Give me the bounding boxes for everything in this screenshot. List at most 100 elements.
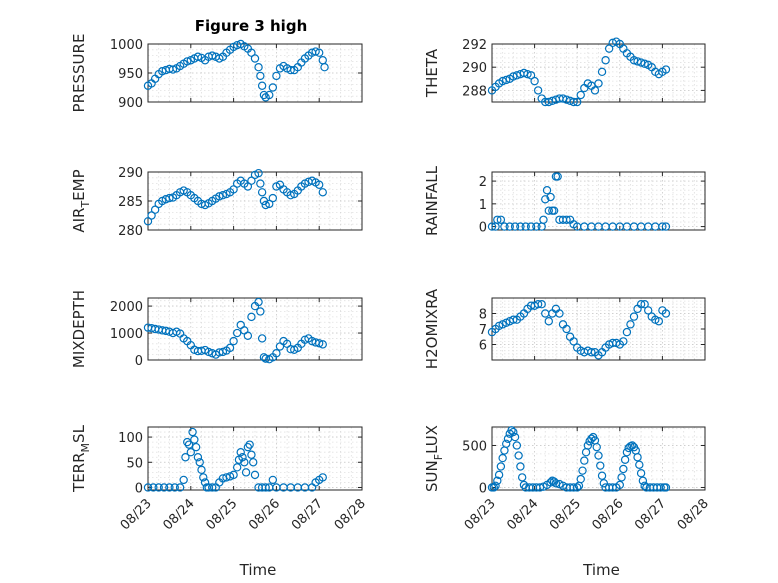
data-point — [551, 479, 561, 488]
data-point — [494, 470, 504, 480]
data-point — [530, 76, 539, 86]
data-point — [661, 222, 671, 231]
data-point — [159, 483, 169, 492]
data-point — [261, 483, 270, 492]
data-point — [496, 215, 506, 224]
data-point — [318, 56, 327, 65]
y-axis-label: AIRTEMP — [70, 169, 92, 232]
data-point — [532, 222, 541, 231]
data-point — [539, 215, 548, 224]
data-point — [229, 336, 238, 346]
data-point — [184, 440, 194, 449]
data-point — [257, 188, 267, 197]
data-point — [498, 453, 507, 463]
data-point — [496, 462, 506, 471]
data-point — [318, 340, 327, 349]
data-point — [592, 442, 601, 452]
y-axis-label: TERRMSL — [70, 424, 92, 493]
y-tick-label: 950 — [118, 67, 143, 82]
data-point — [562, 324, 571, 334]
data-point — [243, 442, 253, 452]
subplot-terr_msl: 0 50 100 08/23 08/24 08/25 08/26 08/27 08/28 Time… — [70, 424, 369, 579]
data-point — [523, 69, 532, 79]
data-point — [656, 483, 665, 492]
data-point — [268, 475, 278, 485]
data-point — [597, 67, 607, 77]
data-point — [644, 306, 653, 315]
data-point — [569, 483, 578, 492]
data-point — [158, 67, 167, 76]
y-tick-label: 0 — [135, 354, 143, 369]
y-axis-label: PRESSURE — [70, 34, 88, 113]
data-point — [254, 62, 263, 72]
data-point — [544, 317, 554, 326]
data-point — [241, 468, 251, 477]
data-point — [500, 222, 509, 231]
data-point — [272, 349, 281, 358]
data-point — [493, 476, 502, 485]
data-point — [526, 222, 536, 231]
data-point — [510, 222, 520, 231]
subplot-rainfall: 0 1 2 RAINFALL — [423, 165, 706, 236]
data-point — [149, 483, 158, 492]
data-point — [537, 300, 546, 309]
data-point — [549, 206, 559, 215]
data-point — [514, 451, 523, 460]
data-point — [576, 474, 585, 484]
subplot-sun_flux: 0 500 08/23 08/24 08/25 08/26 08/27 08/28 Time SU… — [423, 425, 712, 579]
data-point — [311, 47, 320, 56]
data-point — [590, 86, 600, 95]
x-tick-label: 08/24 — [504, 496, 541, 533]
x-tick-label: 08/25 — [547, 496, 584, 533]
data-point — [661, 65, 671, 74]
data-point — [629, 312, 639, 321]
data-point — [509, 427, 518, 437]
data-point — [218, 347, 228, 357]
data-point — [272, 71, 281, 81]
data-point — [599, 479, 609, 488]
data-point — [240, 458, 249, 467]
data-point — [654, 317, 664, 326]
data-point — [207, 51, 217, 60]
y-tick-label: 2 — [479, 175, 487, 190]
x-tick-label: 08/23 — [118, 496, 155, 533]
data-point — [257, 81, 267, 90]
x-tick-label: 08/26 — [246, 496, 283, 533]
data-point — [617, 473, 626, 482]
y-tick-label: 280 — [118, 224, 143, 239]
data-point — [502, 75, 511, 85]
data-point — [181, 453, 190, 462]
figure-title: Figure 3 high — [195, 17, 308, 35]
data-point — [516, 462, 525, 471]
subplot-pressure: 900 950 1000 PRESSURE — [70, 34, 363, 113]
data-point — [229, 470, 238, 480]
data-point — [596, 461, 605, 470]
data-point — [636, 469, 646, 478]
data-point — [615, 480, 625, 490]
y-tick-label: 285 — [118, 195, 143, 210]
axes-frame — [491, 426, 706, 491]
data-point — [542, 185, 552, 195]
y-tick-label: 0 — [135, 481, 143, 496]
data-point — [640, 59, 649, 68]
data-point — [658, 222, 667, 231]
data-point — [581, 448, 591, 457]
data-point — [502, 439, 511, 448]
data-point — [576, 90, 585, 100]
data-point — [489, 483, 498, 492]
y-tick-label: 500 — [462, 439, 487, 454]
data-point — [597, 471, 607, 480]
data-point — [619, 337, 628, 346]
y-tick-label: 7 — [479, 323, 487, 338]
data-point — [594, 79, 603, 88]
data-point — [635, 460, 644, 469]
data-point — [247, 312, 256, 322]
data-point — [232, 463, 242, 472]
x-tick-label: 08/27 — [289, 496, 326, 533]
data-point — [553, 172, 562, 181]
data-point — [143, 483, 153, 492]
data-point — [661, 483, 671, 492]
data-point — [569, 97, 578, 107]
data-point — [250, 470, 260, 480]
data-point — [243, 331, 253, 340]
